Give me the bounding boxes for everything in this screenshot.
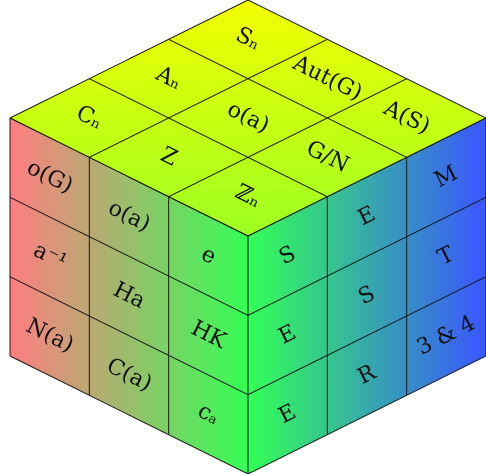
right-face-grid-line xyxy=(247,117,486,237)
left-face-grid-line xyxy=(9,276,249,396)
right-face-grid-line xyxy=(247,276,486,396)
top-face-grid-line xyxy=(168,78,407,198)
right-face-grid-line xyxy=(247,196,486,316)
top-face-grid-line xyxy=(89,38,328,158)
top-face-grid-line xyxy=(168,38,407,158)
left-face-grid-line xyxy=(9,355,249,474)
left-face-grid-line xyxy=(9,117,249,237)
top-face-grid-line xyxy=(247,0,486,119)
right-face-grid-line xyxy=(247,355,486,474)
top-face-grid-line xyxy=(9,0,249,119)
top-face-grid-line xyxy=(89,78,328,198)
cube-grid-lines xyxy=(9,0,486,474)
left-face-grid-line xyxy=(9,196,249,316)
